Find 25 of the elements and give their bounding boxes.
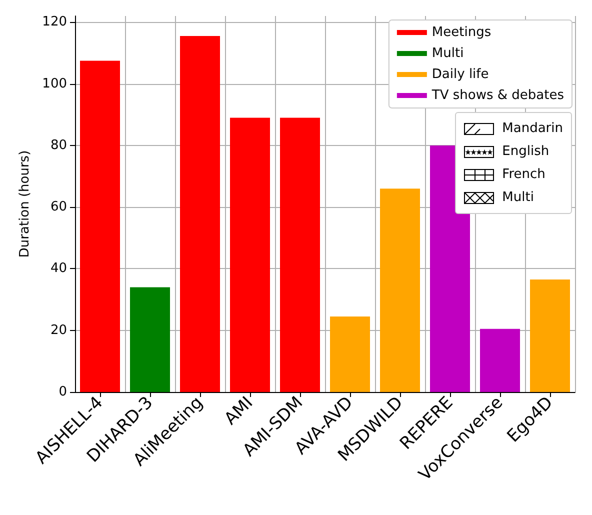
y-tick-label: 20 — [50, 322, 67, 338]
bar — [380, 188, 420, 392]
bar — [130, 287, 170, 392]
y-tick-label: 40 — [50, 261, 67, 276]
y-tick-label: 60 — [50, 200, 67, 215]
bar — [80, 60, 120, 392]
y-tick-label: 100 — [42, 76, 67, 92]
bar — [230, 118, 270, 392]
annotation: French — [502, 167, 546, 182]
annotation: Multi — [502, 190, 534, 205]
y-tick-label: 120 — [42, 14, 67, 30]
bar — [280, 118, 320, 392]
annotation: Mandarin — [502, 121, 563, 136]
legend-label: Multi — [432, 46, 464, 61]
y-tick-label: 0 — [58, 384, 67, 400]
legend-label: Meetings — [432, 25, 492, 40]
bar — [180, 36, 220, 392]
y-tick-label: 80 — [50, 138, 67, 153]
legend-label: TV shows & debates — [430, 88, 564, 103]
bar — [330, 316, 370, 392]
bar — [530, 280, 570, 392]
annotation: English — [502, 144, 550, 159]
legend-label: Daily life — [432, 67, 489, 82]
y-axis-title: Duration (hours) — [17, 150, 32, 258]
bar — [480, 328, 520, 392]
